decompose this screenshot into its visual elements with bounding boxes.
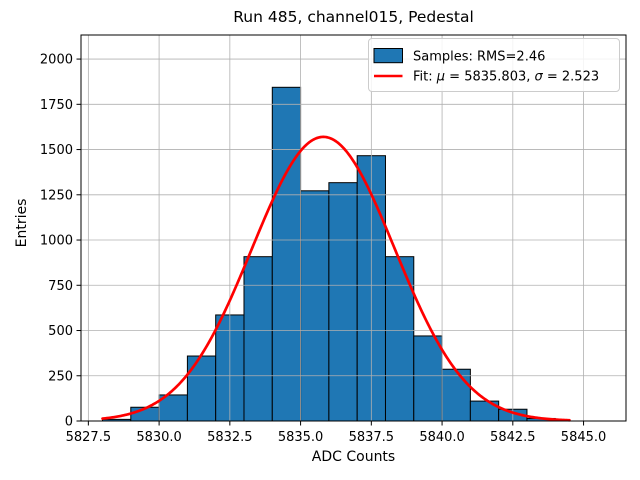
- y-tick-label: 500: [48, 324, 73, 339]
- y-tick-label: 1750: [40, 98, 73, 113]
- x-tick-label: 5827.5: [66, 430, 112, 445]
- histogram-bar: [186, 355, 217, 422]
- x-axis-label: ADC Counts: [311, 449, 396, 465]
- x-tick-label: 5830.0: [136, 430, 182, 445]
- chart-title: Run 485, channel015, Pedestal: [233, 8, 474, 26]
- histogram-bars: [102, 86, 556, 422]
- x-tick-label: 5835.0: [278, 430, 324, 445]
- y-tick-label: 0: [65, 415, 73, 430]
- x-tick-label: 5842.5: [490, 430, 536, 445]
- y-tick-label: 750: [48, 279, 73, 294]
- x-tick-label: 5840.0: [419, 430, 465, 445]
- tick-labels: 5827.5 5830.0 5832.5 5835.0 5837.5 5840.0 5842…: [40, 53, 606, 445]
- y-tick-label: 1000: [40, 234, 73, 249]
- legend-label: Samples: RMS=2.46: [413, 50, 545, 65]
- tick-marks: [76, 58, 585, 426]
- histogram-bar: [328, 182, 358, 422]
- histogram-bar: [441, 368, 471, 422]
- histogram-bar: [413, 335, 443, 422]
- x-tick-label: 5832.5: [207, 430, 253, 445]
- legend-patch-samples: [373, 48, 403, 64]
- y-tick-label: 1250: [40, 188, 73, 203]
- y-tick-label: 250: [48, 369, 73, 384]
- histogram-bar: [271, 86, 302, 422]
- legend: Samples: RMS=2.46 Fit: μ = 5835.803, σ = …: [368, 38, 620, 92]
- legend-frame: [368, 38, 620, 92]
- y-tick-label: 1500: [40, 143, 73, 158]
- histogram-bar: [300, 190, 330, 422]
- fit-curve: [101, 135, 571, 422]
- x-tick-label: 5845.0: [561, 430, 607, 445]
- legend-label: Fit: μ = 5835.803, σ = 2.523: [413, 70, 599, 85]
- axes-spines: [80, 34, 627, 422]
- x-tick-label: 5837.5: [349, 430, 395, 445]
- y-tick-label: 2000: [40, 53, 73, 68]
- histogram-bar: [243, 256, 273, 422]
- y-axis-label: Entries: [14, 198, 30, 248]
